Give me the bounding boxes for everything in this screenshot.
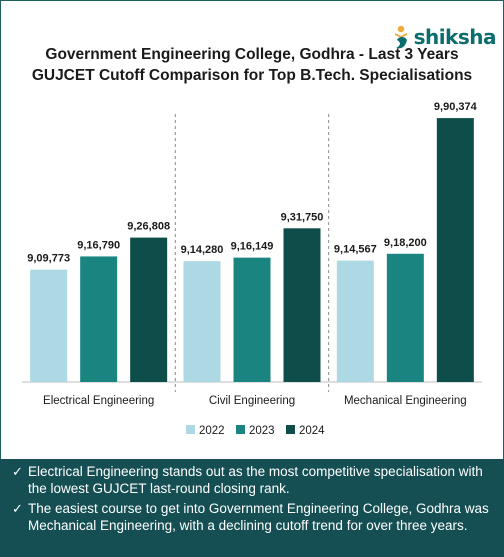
insight-text: The easiest course to get into Governmen… [28,501,489,533]
legend-swatch [186,425,195,434]
insight-note: ✓ Electrical Engineering stands out as t… [12,463,496,497]
legend-swatch [286,425,295,434]
bar-chart: 9,09,773 9,16,790 9,26,808 Electrical Engin… [22,101,482,437]
category-label: Civil Engineering [209,395,295,407]
bar [436,118,474,383]
insight-note: ✓ The easiest course to get into Governm… [12,500,496,534]
data-label: 9,14,280 [181,244,224,256]
legend-swatch [236,425,245,434]
bar [233,257,271,382]
data-label: 9,14,567 [334,244,377,256]
data-label: 9,31,750 [281,211,324,223]
data-label: 9,90,374 [434,101,478,113]
legend-label: 2023 [249,425,275,437]
bar [30,269,68,382]
insight-text: Electrical Engineering stands out as the… [28,464,483,496]
bar [386,253,424,382]
bar [80,256,118,382]
legend-label: 2022 [199,425,225,437]
check-icon: ✓ [12,501,23,516]
graduate-icon [390,24,412,50]
legend-label: 2024 [299,425,325,437]
bar [283,228,321,382]
bar [336,260,374,382]
data-label: 9,16,790 [77,239,120,251]
brand-name: shiksha [413,25,497,49]
bar [130,237,168,382]
data-label: 9,18,200 [384,237,427,249]
title-line-1: Government Engineering College, Godhra -… [45,46,459,63]
check-icon: ✓ [12,464,23,479]
bar [183,261,221,382]
insights-panel: ✓ Electrical Engineering stands out as t… [0,459,504,557]
shiksha-logo: shiksha [390,22,497,52]
category-label: Electrical Engineering [43,395,154,407]
title-line-2: GUJCET Cutoff Comparison for Top B.Tech.… [31,67,473,84]
category-label: Mechanical Engineering [344,395,467,407]
chart-title: Government Engineering College, Godhra -… [0,44,504,86]
data-label: 9,26,808 [127,221,170,233]
data-label: 9,09,773 [27,253,70,265]
data-label: 9,16,149 [231,241,274,253]
